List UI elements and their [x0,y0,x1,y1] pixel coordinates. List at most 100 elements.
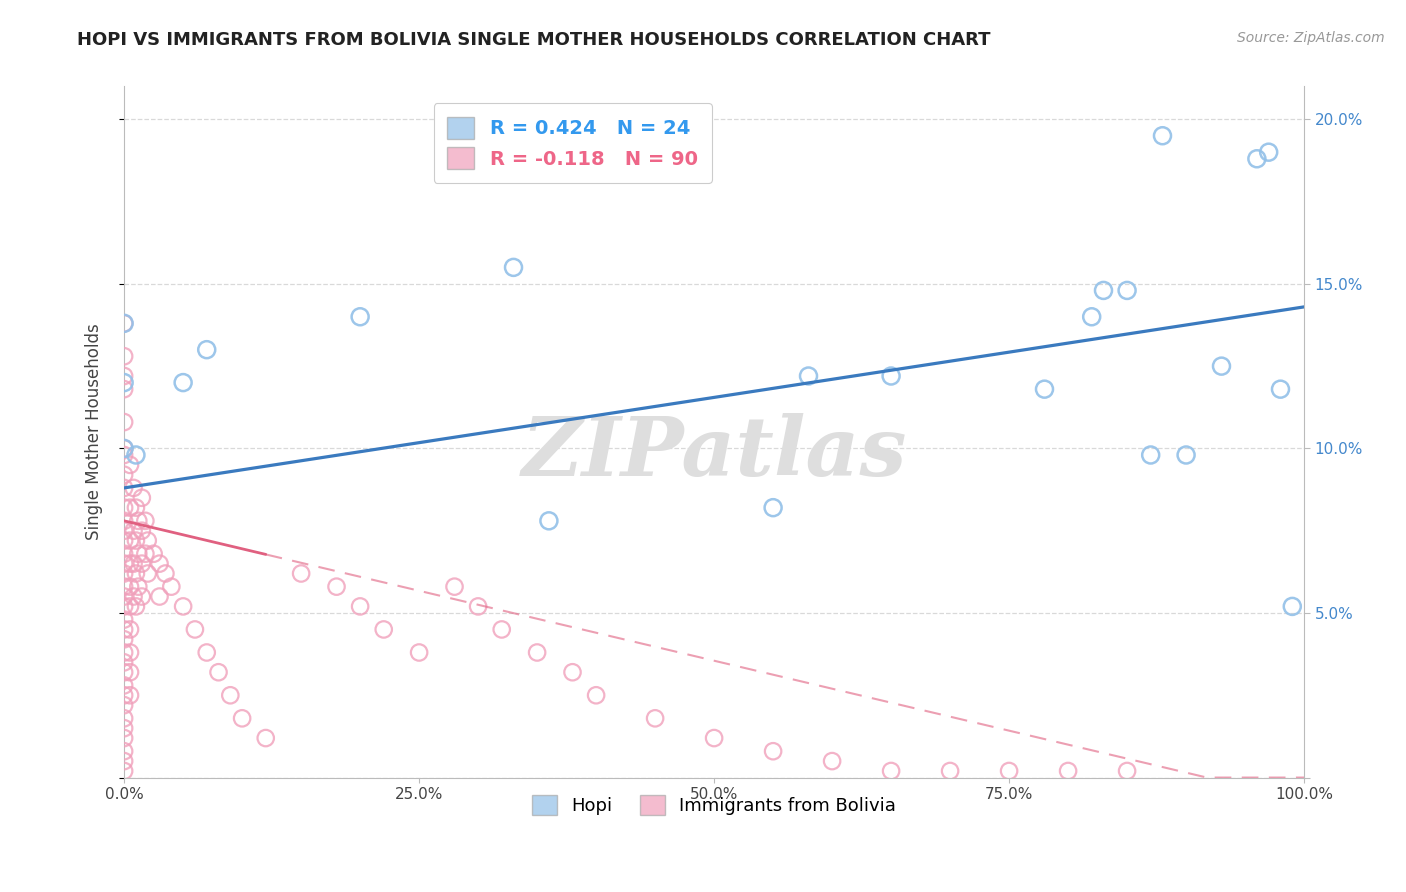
Point [207,665,229,680]
Point [125,566,148,581]
Point [219,688,242,702]
Point [821,754,844,768]
Point [131,491,153,505]
Point [112,557,135,571]
Point [160,580,183,594]
Point [467,599,489,614]
Point [118,688,141,702]
Point [131,557,153,571]
Point [1139,448,1161,462]
Point [1080,310,1102,324]
Point [125,533,148,548]
Point [585,688,607,702]
Point [797,369,820,384]
Text: ZIPatlas: ZIPatlas [522,413,907,492]
Point [880,764,903,778]
Point [125,599,148,614]
Point [112,698,135,713]
Point [1270,382,1292,396]
Point [112,442,135,456]
Point [195,645,218,659]
Point [112,376,135,390]
Point [134,547,156,561]
Point [112,382,135,396]
Text: Source: ZipAtlas.com: Source: ZipAtlas.com [1237,31,1385,45]
Point [184,623,207,637]
Point [136,533,159,548]
Point [127,547,149,561]
Point [112,349,135,363]
Point [118,458,141,472]
Point [561,665,583,680]
Point [408,645,430,659]
Point [142,547,165,561]
Point [112,711,135,725]
Point [1211,359,1233,373]
Point [502,260,524,275]
Y-axis label: Single Mother Households: Single Mother Households [86,324,103,541]
Point [1092,284,1115,298]
Point [131,590,153,604]
Point [537,514,560,528]
Point [1246,152,1268,166]
Point [112,467,135,482]
Point [112,566,135,581]
Point [148,590,170,604]
Point [172,376,194,390]
Point [1116,764,1139,778]
Point [112,316,135,330]
Point [1057,764,1080,778]
Point [118,533,141,548]
Point [118,623,141,637]
Point [112,754,135,768]
Point [939,764,962,778]
Point [1175,448,1198,462]
Point [112,533,135,548]
Point [254,731,277,745]
Point [134,514,156,528]
Point [112,721,135,735]
Point [112,678,135,692]
Point [373,623,395,637]
Point [1116,284,1139,298]
Point [112,731,135,745]
Point [112,623,135,637]
Point [112,369,135,384]
Point [122,481,145,495]
Point [1257,145,1279,160]
Point [112,415,135,429]
Point [349,310,371,324]
Point [112,580,135,594]
Legend: Hopi, Immigrants from Bolivia: Hopi, Immigrants from Bolivia [523,786,905,824]
Point [112,500,135,515]
Point [443,580,465,594]
Point [762,500,785,515]
Point [703,731,725,745]
Point [290,566,312,581]
Point [644,711,666,725]
Point [148,557,170,571]
Point [112,656,135,670]
Point [998,764,1021,778]
Point [112,514,135,528]
Point [172,599,194,614]
Point [112,599,135,614]
Point [112,481,135,495]
Point [1033,382,1056,396]
Point [112,316,135,330]
Point [125,500,148,515]
Point [127,580,149,594]
Point [122,557,145,571]
Point [112,613,135,627]
Point [155,566,177,581]
Point [122,524,145,538]
Point [526,645,548,659]
Point [491,623,513,637]
Point [231,711,253,725]
Point [118,580,141,594]
Point [112,744,135,758]
Point [112,764,135,778]
Point [127,514,149,528]
Point [1152,128,1174,143]
Point [112,547,135,561]
